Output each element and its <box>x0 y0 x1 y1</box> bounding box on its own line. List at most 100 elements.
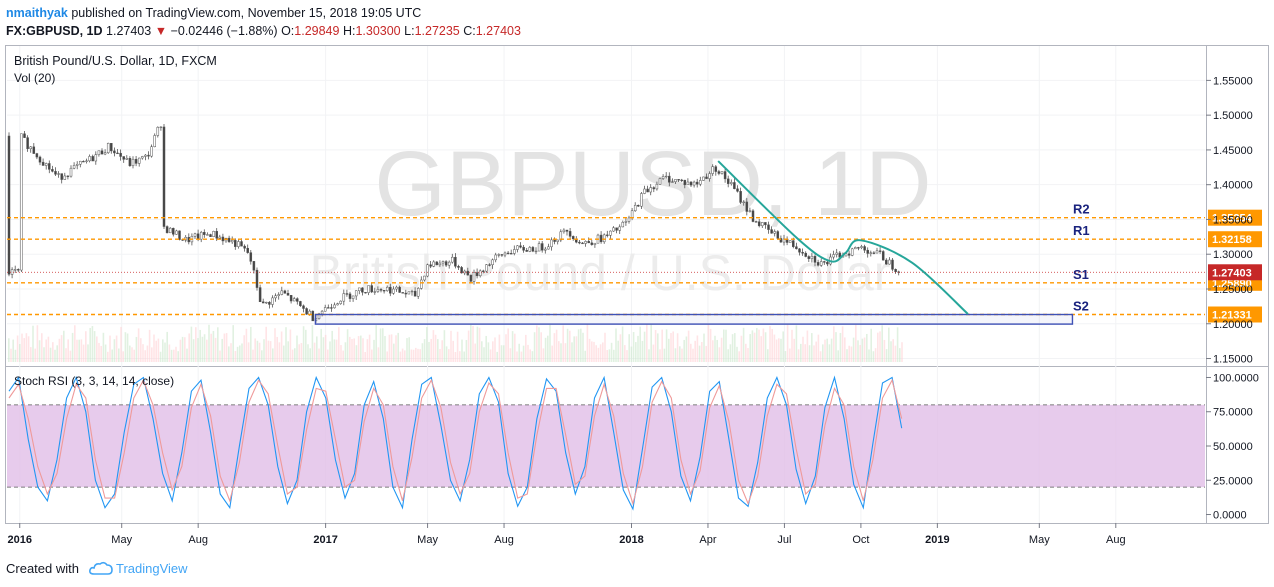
volume-bar <box>63 330 65 362</box>
volume-bar <box>399 351 402 362</box>
candle-body <box>48 163 51 170</box>
volume-bar <box>107 351 109 362</box>
candle-body <box>165 226 169 234</box>
volume-bar <box>659 349 661 362</box>
volume-bar <box>459 351 461 362</box>
volume-bar <box>179 339 182 362</box>
volume-bar <box>562 325 564 362</box>
volume-bar <box>439 349 441 362</box>
volume-bar <box>848 345 850 362</box>
candle-body <box>485 264 488 272</box>
volume-bar <box>377 347 380 362</box>
volume-bar <box>740 335 743 362</box>
candle-body <box>553 239 556 242</box>
volume-bar <box>296 335 298 362</box>
tradingview-link[interactable]: TradingView <box>116 561 188 576</box>
candle-body <box>351 295 355 299</box>
candle-body <box>866 249 869 254</box>
candle-body <box>677 179 680 181</box>
candle-body <box>119 152 122 157</box>
volume-bar <box>448 349 450 362</box>
volume-bar <box>738 351 740 362</box>
volume-bar <box>885 349 888 362</box>
candle-body <box>872 252 876 254</box>
author-link[interactable]: nmaithyak <box>6 6 68 20</box>
candle-body <box>311 310 315 322</box>
candle-body <box>469 274 473 282</box>
candle-body <box>209 234 212 237</box>
candle-body <box>308 310 311 315</box>
volume-bar <box>485 335 487 362</box>
volume-bar <box>291 349 294 362</box>
volume-bar <box>313 342 316 362</box>
volume-bar <box>333 339 336 362</box>
volume-bar <box>217 327 219 362</box>
volume-bar <box>822 344 824 362</box>
volume-bar <box>520 351 523 362</box>
time-tick-label: May <box>1029 534 1050 546</box>
close-label: C: <box>463 24 476 38</box>
volume-bar <box>461 339 463 362</box>
candle-body <box>547 246 550 250</box>
volume-bar <box>789 348 791 362</box>
price-tick-label: 1.45000 <box>1213 145 1253 157</box>
candle-body <box>379 289 383 291</box>
volume-bar <box>423 339 426 362</box>
candle-body <box>420 279 423 289</box>
candle-body <box>801 251 804 254</box>
volume-bar <box>342 350 344 362</box>
candle-body <box>488 264 491 266</box>
volume-bar <box>203 334 206 362</box>
projection-curve[interactable] <box>717 160 969 315</box>
volume-bar <box>228 346 230 362</box>
volume-bar <box>456 331 459 362</box>
volume-bar <box>276 336 278 362</box>
volume-bar <box>588 338 591 362</box>
candle-body <box>243 245 246 249</box>
volume-bar <box>54 349 56 362</box>
volume-bar <box>324 334 327 362</box>
candle-body <box>32 146 36 154</box>
candles <box>7 124 900 324</box>
time-axis[interactable]: 2016 May Aug 2017 May Aug 2018 Apr Jul Oct 2019 May… <box>8 523 1126 546</box>
volume-bar <box>626 350 628 362</box>
volume-bar <box>206 339 208 362</box>
candle-body <box>82 160 85 163</box>
footer: Created with TradingView <box>6 561 188 576</box>
volume-bar <box>531 351 534 362</box>
volume-bar <box>621 326 624 362</box>
published-text: published on TradingView.com, November 1… <box>71 6 422 20</box>
level-value-r1: 1.32158 <box>1212 234 1252 246</box>
volume-bar <box>577 329 580 362</box>
candle-body <box>773 231 776 234</box>
volume-bar <box>861 338 864 362</box>
volume-bar <box>351 339 353 362</box>
volume-bar <box>60 335 63 362</box>
candle-body <box>525 249 528 252</box>
candle-body <box>333 304 336 309</box>
rsi-axis[interactable]: 100.0000 75.0000 50.0000 25.0000 0.0000 <box>1206 372 1259 522</box>
candle-body <box>612 227 615 232</box>
low-value: 1.27235 <box>414 24 460 38</box>
volume-bar <box>617 340 619 362</box>
candle-body <box>103 152 107 155</box>
support-box[interactable] <box>314 313 1074 325</box>
volume-bar <box>837 350 839 362</box>
volume-bar <box>522 345 525 362</box>
volume-bar <box>23 338 25 362</box>
volume-bar <box>877 332 879 362</box>
candle-body <box>584 241 587 244</box>
volume-bar <box>437 339 439 362</box>
price-axis[interactable]: 1.55000 1.50000 1.45000 1.40000 1.35000 1.300… <box>1206 75 1253 366</box>
volume-bar <box>661 329 663 362</box>
volume-bar <box>126 333 129 362</box>
volume-bar <box>329 341 331 362</box>
candle-body <box>587 241 590 244</box>
candle-body <box>392 288 395 294</box>
support-resistance-levels: 1.35254 R2 1.32158 R1 1.25890 S1 1.21331 S2 1.27… <box>7 202 1262 323</box>
candle-body <box>795 246 798 250</box>
volume-bar <box>472 325 474 362</box>
time-tick-label: Apr <box>699 534 716 546</box>
volume-bar <box>225 333 228 362</box>
